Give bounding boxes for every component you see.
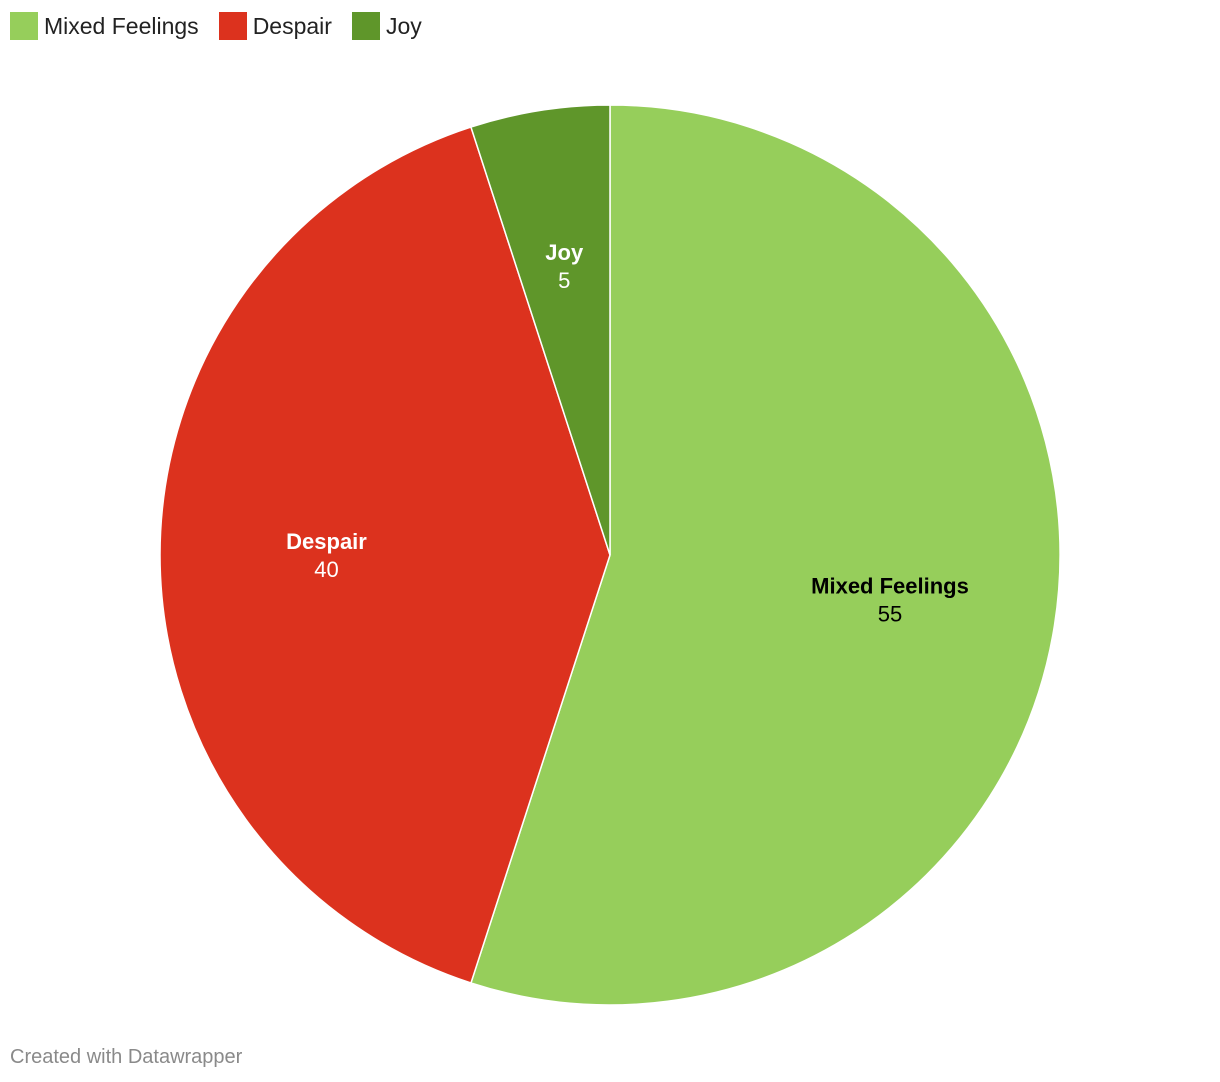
slice-label-joy: Joy (545, 240, 584, 265)
slice-label-despair: Despair (286, 529, 367, 554)
legend-label-mixed-feelings: Mixed Feelings (44, 12, 199, 39)
legend-swatch-mixed-feelings (10, 12, 38, 40)
legend-swatch-joy (351, 12, 380, 40)
footer-credit: Created with Datawrapper (10, 1046, 243, 1068)
pie-slice-mixed-feelings (469, 104, 1061, 1006)
legend-item-mixed-feelings: Mixed Feelings (10, 12, 199, 40)
legend-item-despair: Despair (218, 12, 332, 40)
pie-chart: Mixed Feelings 55 Despair 40 Joy 5 (159, 104, 1061, 1006)
legend-label-joy: Joy (385, 12, 422, 39)
legend-item-joy: Joy (351, 12, 422, 40)
slice-value-mixed-feelings: 55 (878, 601, 902, 626)
slice-value-joy: 5 (558, 268, 570, 293)
slice-label-mixed-feelings: Mixed Feelings (811, 573, 969, 598)
chart-legend: Mixed Feelings Despair Joy (10, 12, 422, 40)
legend-swatch-despair (218, 12, 247, 40)
pie-slices (159, 104, 1061, 1006)
slice-value-despair: 40 (314, 557, 338, 582)
pie-slice-joy (469, 104, 611, 556)
legend-label-despair: Despair (252, 12, 332, 39)
pie-slice-despair (159, 126, 611, 984)
pie-labels: Mixed Feelings 55 Despair 40 Joy 5 (286, 240, 969, 626)
